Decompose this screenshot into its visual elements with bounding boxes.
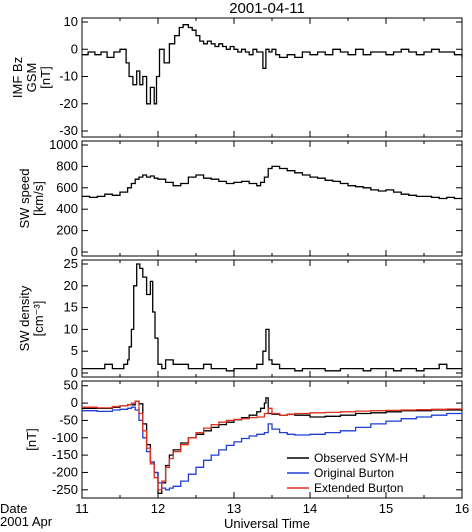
figure-title: 2001-04-11	[229, 0, 305, 17]
legend-entry: Observed SYM-H	[314, 451, 408, 465]
y-tick-label: -10	[59, 69, 78, 84]
y-tick-label: -150	[52, 447, 78, 462]
y-tick-label: -20	[59, 96, 78, 111]
y-tick-label: 400	[56, 201, 78, 216]
y-tick-label: 600	[56, 180, 78, 195]
y-axis-label: SW speed	[17, 169, 32, 229]
y-tick-label: 5	[71, 343, 78, 358]
series-line	[82, 406, 463, 491]
y-tick-label: 800	[56, 158, 78, 173]
x-axis-label: Universal Time	[224, 516, 310, 531]
panel-4: 50 0 -50 -100 -150 -200 -250 [nT] Observed SYM-H…	[24, 378, 463, 499]
y-tick-label: -30	[59, 123, 78, 138]
y-tick-label: 200	[56, 223, 78, 238]
y-axis-label: SW density	[17, 285, 32, 351]
y-tick-label: -250	[52, 482, 78, 497]
series-line	[82, 24, 463, 105]
x-tick-label: 12	[151, 501, 165, 516]
y-tick-label: -200	[52, 464, 78, 479]
x-tick-label: 11	[75, 501, 89, 516]
panel-frame	[81, 380, 463, 499]
y-tick-label: 0	[71, 395, 78, 410]
y-axis-label: [nT]	[24, 428, 39, 450]
y-tick-label: 1000	[49, 137, 78, 152]
y-axis-label: [km/s]	[31, 181, 46, 216]
date-sublabel: 2001 Apr	[0, 514, 53, 529]
x-tick-label: 16	[455, 501, 469, 516]
panel-frame	[81, 17, 463, 138]
y-tick-label: 50	[64, 378, 78, 393]
y-tick-label: -50	[59, 412, 78, 427]
y-tick-label: 0	[71, 365, 78, 380]
panel-3: 25 20 15 10 5 0 SW density [cm⁻³]	[17, 256, 463, 380]
y-axis-label: [cm⁻³]	[31, 301, 46, 337]
y-tick-label: 10	[64, 321, 78, 336]
y-axis-label: [nT]	[38, 66, 53, 88]
panel-2: 1000 800 600 400 200 0 SW speed [km/s]	[17, 137, 463, 259]
y-tick-label: 0	[71, 244, 78, 259]
panel-1: 10 0 -10 -20 -30 IMF Bz GSM [nT]	[10, 14, 463, 138]
panel-frame	[81, 140, 463, 257]
date-label: Date	[0, 501, 27, 516]
y-axis-label: IMF Bz	[10, 57, 25, 98]
y-axis-label: GSM	[24, 63, 39, 93]
y-tick-label: 20	[64, 278, 78, 293]
series-line	[82, 400, 463, 491]
x-tick-label: 15	[379, 501, 393, 516]
x-tick-label: 13	[227, 501, 241, 516]
series-line	[82, 165, 462, 200]
legend-entry: Extended Burton	[314, 481, 403, 495]
y-tick-label: -100	[52, 430, 78, 445]
y-tick-label: 0	[71, 41, 78, 56]
series-line	[82, 263, 462, 372]
y-tick-label: 10	[64, 14, 78, 29]
x-tick-label: 14	[303, 501, 317, 516]
y-tick-label: 15	[64, 300, 78, 315]
legend-entry: Original Burton	[314, 466, 394, 480]
y-tick-label: 25	[64, 256, 78, 271]
